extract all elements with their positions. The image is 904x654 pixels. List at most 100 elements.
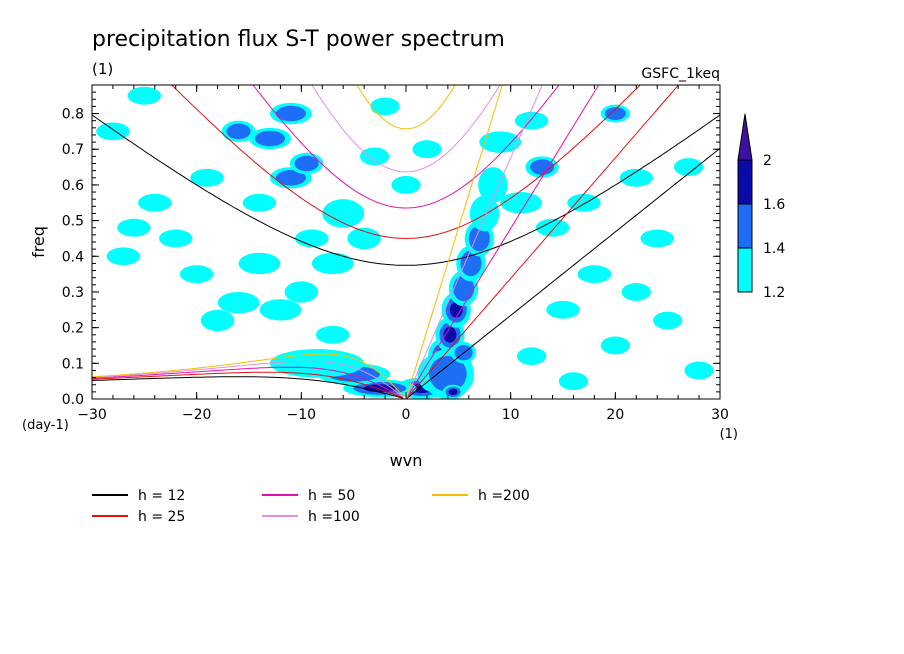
contour-blob xyxy=(653,311,683,330)
chart-subtitle-right: GSFC_1keq xyxy=(641,66,720,82)
contour-blob xyxy=(449,301,463,318)
contour-blob xyxy=(604,107,626,120)
colorbar-segment xyxy=(737,203,753,249)
x-tick-label: 20 xyxy=(606,407,624,423)
colorbar-label: 1.2 xyxy=(763,285,785,301)
contour-blob xyxy=(190,168,224,187)
contour-blob xyxy=(259,299,302,321)
contour-blob xyxy=(117,218,151,237)
power-contours xyxy=(96,86,714,399)
inertia-gravity-curve xyxy=(356,85,456,130)
inertia-gravity-curve xyxy=(92,114,720,266)
contour-blob xyxy=(138,193,172,212)
contour-blob xyxy=(127,86,162,105)
contour-blob xyxy=(238,252,281,275)
y-tick-label: 0.0 xyxy=(62,392,84,408)
contour-blob xyxy=(600,336,630,355)
rossby-curve xyxy=(92,360,404,398)
contour-blob xyxy=(359,147,390,166)
contour-blob xyxy=(347,227,381,250)
contour-blob xyxy=(275,170,306,186)
colorbar-segment xyxy=(737,247,753,293)
contour-blob xyxy=(478,167,508,203)
y-tick-label: 0.8 xyxy=(62,107,84,123)
x-tick-label: −10 xyxy=(287,407,317,423)
colorbar-arrow xyxy=(737,113,753,161)
contour-blob xyxy=(673,158,704,176)
legend: h = 12 h = 25 h = 50 h =100 h =200 xyxy=(92,488,530,525)
contour-blob xyxy=(516,347,547,366)
contour-blob xyxy=(200,309,235,332)
x-unit-label: (1) xyxy=(720,427,738,442)
rossby-curve xyxy=(92,353,404,397)
chart-title: precipitation flux S-T power spectrum xyxy=(92,27,505,52)
y-tick-label: 0.3 xyxy=(62,285,84,301)
contour-blob xyxy=(315,325,350,344)
contour-blob xyxy=(254,130,286,147)
x-axis-ticks: −30 −20 −10 0 10 20 30 xyxy=(77,85,729,423)
contour-blob xyxy=(619,168,654,187)
contour-blob xyxy=(530,159,555,175)
legend-label: h =200 xyxy=(478,488,530,504)
kelvin-curve xyxy=(405,147,720,399)
contour-blob xyxy=(217,291,260,314)
legend-label: h =100 xyxy=(308,509,360,525)
contour-blob xyxy=(514,111,549,130)
y-tick-label: 0.4 xyxy=(62,249,84,265)
legend-label: h = 12 xyxy=(138,488,185,504)
x-tick-label: −30 xyxy=(77,407,107,423)
colorbar-segment xyxy=(737,159,753,205)
contour-blob xyxy=(370,97,400,116)
dispersion-curves xyxy=(92,85,720,399)
inertia-gravity-curve xyxy=(171,85,641,239)
contour-blob xyxy=(275,105,306,122)
rossby-curve xyxy=(92,371,404,399)
legend-label: h = 50 xyxy=(308,488,355,504)
colorbar: 1.2 1.4 1.6 2 xyxy=(737,113,785,301)
chart-subtitle-left: (1) xyxy=(92,60,113,78)
y-axis-ticks: 0.0 0.1 0.2 0.3 0.4 0.5 0.6 0.7 0.8 xyxy=(62,91,720,408)
rossby-curve xyxy=(92,376,404,399)
contour-blob xyxy=(558,372,589,391)
kelvin-curve xyxy=(405,85,600,399)
x-axis-label: wvn xyxy=(390,451,423,470)
y-tick-label: 0.5 xyxy=(62,214,84,230)
inertia-gravity-curve xyxy=(311,85,501,173)
contour-blob xyxy=(535,218,570,237)
kelvin-curve xyxy=(405,85,543,399)
y-tick-label: 0.7 xyxy=(62,142,84,158)
contour-blob xyxy=(429,356,467,393)
y-unit-label: (day-1) xyxy=(22,418,69,433)
contour-blob xyxy=(577,265,612,284)
y-tick-label: 0.2 xyxy=(62,321,84,337)
contour-blob xyxy=(284,281,319,303)
inertia-gravity-curve xyxy=(252,85,560,209)
contour-blob xyxy=(469,195,500,232)
contour-blob xyxy=(621,283,651,301)
contour-blob xyxy=(242,193,277,212)
contour-blob xyxy=(294,155,319,172)
x-tick-label: 30 xyxy=(711,407,729,423)
contour-blob xyxy=(479,131,522,153)
x-tick-label: 0 xyxy=(402,407,411,423)
contour-blob xyxy=(226,123,251,140)
contour-blob xyxy=(453,275,475,302)
contour-blob xyxy=(546,300,580,319)
contour-blob xyxy=(311,252,354,275)
contour-blob xyxy=(322,199,365,228)
contour-blob xyxy=(179,265,214,284)
contour-blob xyxy=(391,175,421,194)
contour-blob xyxy=(295,229,329,248)
rossby-curve xyxy=(92,366,404,399)
contour-blob xyxy=(443,326,457,343)
contour-blob xyxy=(468,225,490,252)
contour-blob xyxy=(448,388,458,396)
y-axis-label: freq xyxy=(29,226,48,258)
x-tick-label: 10 xyxy=(502,407,520,423)
colorbar-label: 1.4 xyxy=(763,241,785,257)
contour-blob xyxy=(158,229,193,248)
y-tick-label: 0.1 xyxy=(62,356,84,372)
colorbar-label: 1.6 xyxy=(763,197,785,213)
y-tick-label: 0.6 xyxy=(62,178,84,194)
